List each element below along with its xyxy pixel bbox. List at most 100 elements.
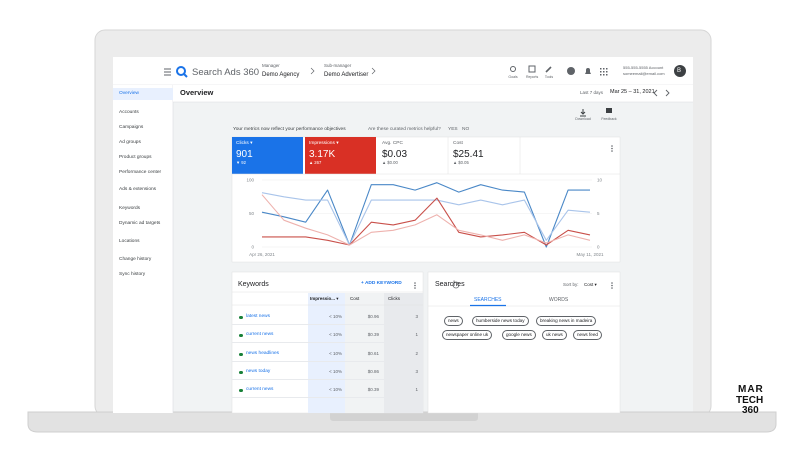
keyword[interactable]: current news bbox=[246, 332, 274, 337]
action-label[interactable]: Download bbox=[575, 117, 591, 121]
status-dot bbox=[239, 370, 243, 374]
tool-label[interactable]: Goals bbox=[508, 75, 518, 79]
page-header bbox=[173, 85, 693, 102]
y-tick-label: 50 bbox=[249, 211, 255, 216]
avatar-initial[interactable]: B bbox=[677, 68, 682, 74]
metric-label[interactable]: Avg. CPC bbox=[382, 141, 403, 146]
search-term-chip[interactable]: breaking news in madeira bbox=[536, 316, 597, 326]
row-divider bbox=[232, 361, 423, 362]
more-menu[interactable] bbox=[414, 145, 613, 289]
nav-item[interactable]: Change history bbox=[119, 257, 152, 262]
column-header[interactable]: Cost bbox=[350, 296, 360, 301]
y2-tick-label: 0 bbox=[597, 245, 600, 250]
brand-mark: 360 bbox=[742, 405, 759, 416]
notice-yes[interactable]: YES bbox=[448, 127, 458, 132]
breadcrumb-arrow bbox=[310, 67, 376, 75]
tool-label[interactable]: Tools bbox=[544, 75, 554, 79]
menu-icon[interactable] bbox=[164, 68, 171, 76]
search-term-chip[interactable]: uk news bbox=[542, 330, 567, 340]
row-divider bbox=[232, 324, 423, 325]
x-tick-label: May 11, 2021 bbox=[577, 252, 604, 257]
tools-icon[interactable] bbox=[545, 66, 552, 73]
goals-icon[interactable] bbox=[510, 66, 516, 72]
add-keyword[interactable]: + ADD KEYWORD bbox=[361, 281, 402, 286]
apps-icon[interactable] bbox=[600, 68, 608, 76]
column-header[interactable]: Impressio... ▾ bbox=[310, 296, 339, 301]
clicks: 1 bbox=[415, 332, 418, 337]
search-term-chip[interactable]: humberside news today bbox=[472, 316, 529, 326]
search-term-chip[interactable]: google news bbox=[502, 330, 536, 340]
status-dot bbox=[239, 333, 243, 337]
search-term-chip[interactable]: newspaper online uk bbox=[442, 330, 493, 340]
avatar[interactable] bbox=[674, 65, 686, 77]
keyword[interactable]: news today bbox=[246, 369, 271, 374]
tab[interactable]: WORDS bbox=[549, 297, 569, 303]
nav-item[interactable]: Performance center bbox=[119, 170, 162, 175]
metric-change: ▲ $0.05 bbox=[453, 160, 469, 165]
notice-no[interactable]: NO bbox=[462, 127, 470, 132]
metric-value: 901 bbox=[236, 149, 253, 160]
feedback-icon[interactable] bbox=[606, 108, 612, 113]
nav-item[interactable]: Ad groups bbox=[119, 140, 141, 145]
logo bbox=[183, 73, 188, 78]
date-range-label: Last 7 days bbox=[580, 90, 604, 95]
help-icon[interactable] bbox=[452, 281, 460, 289]
metric-label[interactable]: Clicks ▾ bbox=[236, 141, 253, 146]
action-label[interactable]: Feedback bbox=[601, 117, 617, 121]
date-range[interactable]: Mar 25 – 31, 2021 bbox=[610, 89, 655, 95]
notice-question: Are these curated metrics helpful? bbox=[368, 127, 441, 132]
series-line bbox=[261, 194, 591, 246]
status-dot bbox=[239, 352, 243, 356]
breadcrumb-label: Manager bbox=[262, 63, 280, 68]
cost: $0.39 bbox=[367, 387, 379, 392]
metric-label[interactable]: Cost bbox=[453, 141, 463, 146]
nav-item[interactable]: Accounts bbox=[119, 110, 139, 115]
metric-change: ▲ 267 bbox=[309, 160, 322, 165]
metric-tile[interactable] bbox=[305, 137, 376, 174]
bell-icon[interactable] bbox=[585, 68, 591, 74]
search-term-chip[interactable]: news feed bbox=[573, 330, 602, 340]
nav-item[interactable]: Dynamic ad targets bbox=[119, 221, 161, 226]
y-tick-label: 100 bbox=[246, 178, 254, 183]
nav-item[interactable]: Campaigns bbox=[119, 125, 144, 130]
nav-item[interactable]: Overview bbox=[119, 91, 139, 96]
cost: $0.61 bbox=[367, 351, 379, 356]
row-divider bbox=[232, 342, 423, 343]
clicks: 1 bbox=[415, 387, 418, 392]
y2-tick-label: 5 bbox=[597, 211, 600, 216]
top-bar bbox=[113, 57, 693, 85]
brand-mark: MAR bbox=[738, 384, 764, 395]
row-divider bbox=[232, 397, 423, 398]
column-header[interactable]: Clicks bbox=[388, 296, 400, 301]
search-term-chip[interactable]: news bbox=[444, 316, 463, 326]
impression-share: < 10% bbox=[329, 314, 342, 319]
keyword[interactable]: latest news bbox=[246, 314, 270, 319]
impression-share: < 10% bbox=[329, 387, 342, 392]
sort-value[interactable]: Cost ▾ bbox=[584, 282, 597, 287]
tool-label[interactable]: Reports bbox=[526, 75, 539, 79]
breadcrumb[interactable]: Demo Advertiser bbox=[324, 72, 369, 78]
nav-item[interactable]: Ads & extensions bbox=[119, 187, 157, 192]
breadcrumb[interactable]: Demo Agency bbox=[262, 72, 300, 78]
nav-item[interactable]: Sync history bbox=[119, 272, 146, 277]
reports-icon[interactable] bbox=[528, 65, 536, 73]
keyword[interactable]: news headlines bbox=[246, 351, 280, 356]
keyword[interactable]: current news bbox=[246, 387, 274, 392]
tab[interactable]: SEARCHES bbox=[474, 297, 502, 303]
nav-item[interactable]: Locations bbox=[119, 239, 140, 244]
help-icon[interactable] bbox=[567, 67, 575, 75]
cost: $0.39 bbox=[367, 332, 379, 337]
date-arrows[interactable] bbox=[653, 89, 670, 97]
impression-share: < 10% bbox=[329, 332, 342, 337]
metric-tile[interactable] bbox=[232, 137, 303, 174]
nav-item[interactable]: Product groups bbox=[119, 155, 152, 160]
page-title: Overview bbox=[180, 88, 214, 97]
y-tick-label: 0 bbox=[251, 245, 254, 250]
base-notch bbox=[330, 412, 478, 421]
searches-card bbox=[427, 271, 621, 414]
nav-item[interactable]: Keywords bbox=[119, 206, 141, 211]
metric-label[interactable]: Impressions ▾ bbox=[309, 141, 339, 146]
download-icon[interactable] bbox=[580, 109, 586, 117]
